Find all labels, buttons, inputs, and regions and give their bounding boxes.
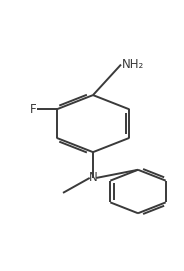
Text: N: N — [89, 172, 97, 185]
Text: F: F — [29, 103, 36, 116]
Text: NH₂: NH₂ — [122, 58, 144, 71]
